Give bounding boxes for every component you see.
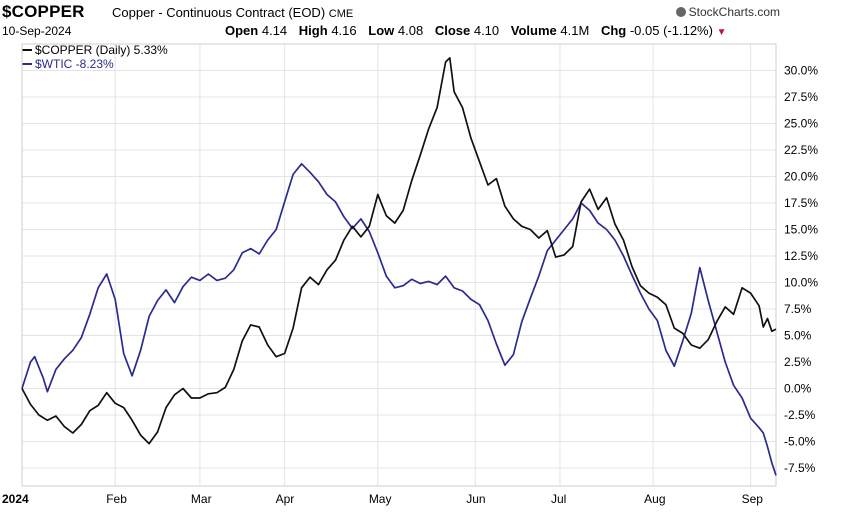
- close-label: Close: [434, 23, 471, 38]
- chg-label: Chg: [600, 23, 627, 38]
- low-value: 4.08: [397, 23, 424, 38]
- chg-value: -0.05 (-1.12%): [629, 23, 713, 38]
- copper-series-line: [21, 56, 777, 445]
- x-tick-label: Feb: [106, 492, 127, 506]
- description-text: Copper - Continuous Contract (EOD): [112, 5, 326, 20]
- legend-item-copper: $COPPER (Daily) 5.33%: [22, 43, 168, 57]
- close-value: 4.10: [473, 23, 500, 38]
- y-tick-label: 2.5%: [784, 355, 812, 369]
- y-tick-label: 30.0%: [784, 63, 818, 77]
- symbol-description: Copper - Continuous Contract (EOD) CME: [112, 5, 353, 20]
- x-tick-label: Aug: [644, 492, 665, 506]
- source-credit: StockCharts.com: [675, 5, 780, 19]
- y-tick-label: 12.5%: [784, 249, 818, 263]
- volume-label: Volume: [510, 23, 557, 38]
- y-tick-label: 7.5%: [784, 302, 812, 316]
- low-label: Low: [368, 23, 395, 38]
- y-tick-label: -7.5%: [784, 461, 816, 475]
- chart-header: $COPPER Copper - Continuous Contract (EO…: [0, 0, 848, 44]
- open-label: Open: [225, 23, 259, 38]
- y-tick-label: 22.5%: [784, 143, 818, 157]
- x-tick-label: May: [369, 492, 392, 506]
- open-value: 4.14: [261, 23, 288, 38]
- source-text: StockCharts.com: [688, 5, 780, 19]
- x-tick-label: Jul: [551, 492, 566, 506]
- x-tick-label: Mar: [191, 492, 212, 506]
- high-label: High: [298, 23, 328, 38]
- exchange-label: CME: [328, 8, 354, 20]
- y-tick-label: 17.5%: [784, 196, 818, 210]
- volume-value: 4.1M: [560, 23, 590, 38]
- x-tick-label: Apr: [276, 492, 295, 506]
- y-tick-label: 25.0%: [784, 116, 818, 130]
- chart-legend: $COPPER (Daily) 5.33% $WTIC -8.23%: [22, 43, 168, 71]
- legend-label-copper: $COPPER (Daily) 5.33%: [35, 43, 168, 57]
- y-tick-label: -2.5%: [784, 408, 816, 422]
- x-tick-label: 2024: [2, 492, 29, 506]
- plot-frame: [21, 43, 777, 487]
- high-value: 4.16: [331, 23, 357, 38]
- y-tick-label: 0.0%: [784, 381, 812, 395]
- legend-label-wtic: $WTIC -8.23%: [35, 57, 114, 71]
- legend-item-wtic: $WTIC -8.23%: [22, 57, 168, 71]
- chart-date: 10-Sep-2024: [2, 24, 72, 38]
- y-tick-label: -5.0%: [784, 434, 816, 448]
- stockcharts-logo-icon: [675, 7, 686, 17]
- y-tick-label: 20.0%: [784, 169, 818, 183]
- y-tick-label: 5.0%: [784, 328, 812, 342]
- y-tick-label: 27.5%: [784, 90, 818, 104]
- down-arrow-icon: ▼: [716, 27, 727, 38]
- x-tick-label: Sep: [742, 492, 764, 506]
- ohlc-readout: Open 4.14 High 4.16 Low 4.08 Close 4.10 …: [225, 23, 726, 38]
- symbol-title: $COPPER: [2, 2, 85, 21]
- x-tick-label: Jun: [466, 492, 485, 506]
- y-tick-label: 10.0%: [784, 275, 818, 289]
- legend-swatch-wtic: [22, 63, 32, 65]
- legend-swatch-copper: [22, 49, 32, 51]
- y-tick-label: 15.0%: [784, 222, 818, 236]
- wtic-series-line: [21, 162, 777, 476]
